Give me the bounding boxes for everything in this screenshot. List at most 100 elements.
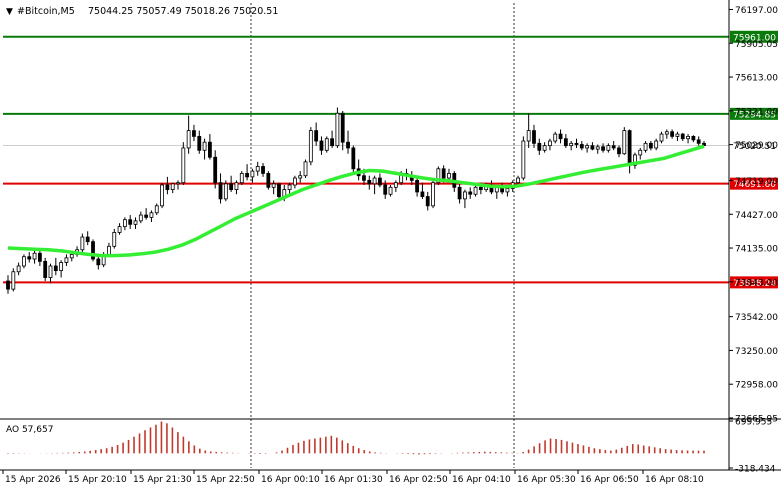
candle-body xyxy=(138,214,143,222)
candle-body xyxy=(574,142,579,145)
candle-body xyxy=(277,183,281,197)
ma-line xyxy=(7,144,705,258)
candle-body xyxy=(537,142,542,151)
candles xyxy=(6,107,706,294)
y-tick-label: 75029.00 xyxy=(735,141,778,151)
candle-body xyxy=(229,183,234,191)
y-tick-label: 73250.00 xyxy=(735,347,778,357)
symbol-label: #Bitcoin,M5 xyxy=(17,6,75,17)
candle-body xyxy=(287,184,292,191)
candle-body xyxy=(112,232,117,247)
axis-labels: 76197.00 75905.05 75613.00 75321.00 75029.00… xyxy=(5,6,778,485)
x-tick-label: 16 Apr 06:50 xyxy=(580,475,639,485)
candle-body xyxy=(526,130,531,142)
candle-body xyxy=(165,184,170,191)
candle-body xyxy=(425,196,430,207)
candle-body xyxy=(675,133,680,137)
candle-body xyxy=(122,219,127,228)
candle-body xyxy=(627,130,632,166)
level-badge-75294.85 xyxy=(730,107,778,120)
candle-body xyxy=(378,177,382,186)
candle-body xyxy=(223,183,228,200)
candle-body xyxy=(96,258,101,266)
candle-body xyxy=(659,133,664,142)
level-label-75961.00: 75961.00 xyxy=(733,33,776,43)
ao-label: AO 57,657 xyxy=(6,425,53,435)
candle-body xyxy=(367,179,372,185)
candle-body xyxy=(218,182,223,200)
candle-body xyxy=(505,188,510,193)
candle-body xyxy=(457,186,462,200)
candle-body xyxy=(271,183,276,188)
candle-body xyxy=(239,173,244,184)
candle-body xyxy=(144,214,149,218)
ohlc-readout: 75044.25 75057.49 75018.26 75020.51 xyxy=(88,6,278,17)
candle-body xyxy=(473,186,478,195)
x-tick-label: 15 Apr 21:30 xyxy=(133,475,192,485)
y-tick-label: 72958.00 xyxy=(735,381,778,391)
candle-body xyxy=(664,131,669,135)
candle-body xyxy=(622,130,627,155)
candle-body xyxy=(696,139,701,144)
candle-body xyxy=(638,149,643,156)
current-price-label: 75020.51 xyxy=(733,142,776,152)
candle-body xyxy=(69,254,74,259)
candle-body xyxy=(431,182,435,207)
candle-body xyxy=(170,183,175,191)
candle-body xyxy=(436,168,441,184)
y-tick-label: 74427.00 xyxy=(735,211,778,221)
x-tick-label: 16 Apr 01:30 xyxy=(324,475,383,485)
axes xyxy=(0,0,781,474)
ao-tick-label: 699.955 xyxy=(735,418,772,428)
candle-body xyxy=(351,147,356,170)
candle-body xyxy=(37,252,42,262)
x-tick-label: 15 Apr 22:50 xyxy=(196,475,255,485)
candle-body xyxy=(154,205,159,214)
y-tick-label: 74135.00 xyxy=(735,245,778,255)
candle-body xyxy=(6,280,10,290)
candle-body xyxy=(22,256,26,267)
candle-body xyxy=(250,170,255,178)
candle-body xyxy=(266,173,271,188)
level-label-75294.85: 75294.85 xyxy=(733,110,776,120)
candle-body xyxy=(521,140,526,179)
candle-body xyxy=(516,177,520,184)
level-badge-74691.60 xyxy=(730,177,778,190)
candle-body xyxy=(686,135,690,140)
candle-body xyxy=(643,142,648,151)
moving-average xyxy=(7,144,705,258)
candle-body xyxy=(670,131,675,137)
candle-body xyxy=(32,252,37,260)
candle-body xyxy=(91,241,95,260)
chart-header: ▼ #Bitcoin,M5 75044.25 75057.49 75018.26… xyxy=(6,6,278,17)
candle-body xyxy=(314,130,319,142)
candle-body xyxy=(415,179,419,193)
candle-body xyxy=(340,112,345,143)
candle-body xyxy=(261,166,265,174)
candle-body xyxy=(11,271,16,290)
candle-body xyxy=(372,177,377,185)
candle-body xyxy=(298,175,303,179)
y-tick-label: 75905.05 xyxy=(735,40,778,50)
level-badge-75961.00 xyxy=(730,30,778,43)
candle-body xyxy=(463,191,467,200)
candle-body xyxy=(558,133,563,140)
y-tick-label: 73843.00 xyxy=(735,278,778,288)
x-tick-label: 16 Apr 08:10 xyxy=(645,475,704,485)
candle-body xyxy=(324,138,329,151)
dropdown-arrow-icon[interactable]: ▼ xyxy=(6,7,13,17)
candle-body xyxy=(335,112,340,147)
candle-body xyxy=(293,177,297,186)
candle-body xyxy=(633,154,637,166)
candle-body xyxy=(532,130,536,144)
ao-indicator xyxy=(7,421,705,455)
candle-body xyxy=(383,184,388,195)
candle-body xyxy=(43,260,48,278)
candle-body xyxy=(548,140,552,147)
candle-body xyxy=(308,130,313,163)
x-tick-label: 16 Apr 02:50 xyxy=(389,475,448,485)
candle-body xyxy=(388,186,393,195)
candle-body xyxy=(654,140,659,149)
y-tick-label: 72665.95 xyxy=(735,415,778,425)
